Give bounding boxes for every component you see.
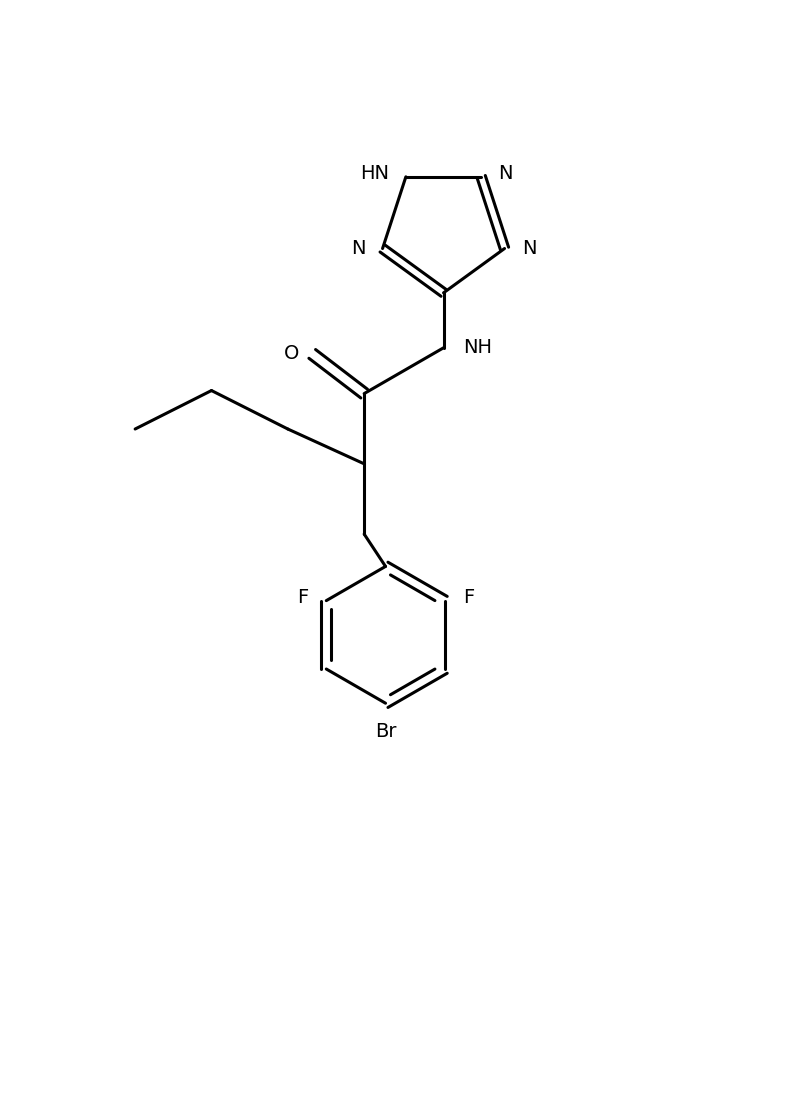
Text: F: F [463, 588, 474, 607]
Text: N: N [351, 239, 366, 258]
Text: N: N [498, 164, 513, 183]
Text: NH: NH [463, 339, 492, 358]
Text: HN: HN [360, 164, 388, 183]
Text: O: O [284, 344, 299, 363]
Text: F: F [297, 588, 308, 607]
Text: N: N [522, 239, 536, 258]
Text: Br: Br [375, 721, 396, 740]
